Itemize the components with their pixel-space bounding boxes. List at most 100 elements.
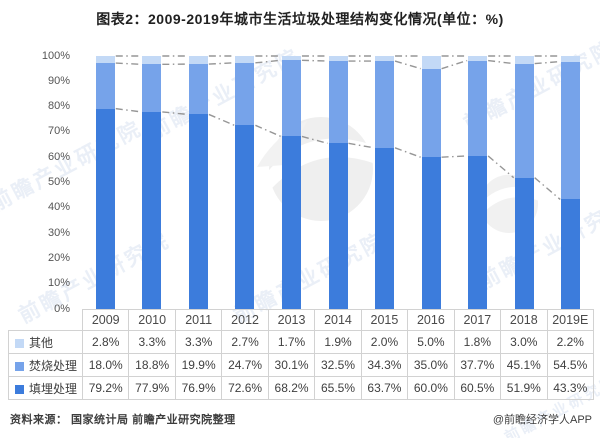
data-table: 2009 2010 2011 2012 2013 2014 2015 2016 2017 2018…: [8, 309, 595, 400]
legend-label: 焚烧处理: [29, 358, 78, 373]
legend-label: 填埋处理: [29, 381, 78, 396]
legend-cell: 其他: [8, 330, 83, 354]
table-year-header-cell: 2012: [221, 309, 269, 331]
table-value-cell: 19.9%: [174, 353, 223, 377]
legend-swatch-icon: [15, 384, 24, 394]
bar-segment-0: [514, 177, 534, 309]
bar-segment-2: [235, 56, 255, 63]
bar-segment-2: [328, 56, 348, 62]
series-line: [115, 62, 142, 66]
bar-segment-2: [421, 56, 441, 69]
series-line: [208, 62, 235, 65]
bar-segment-0: [281, 136, 301, 309]
bar-segment-0: [328, 143, 348, 309]
table-value-cell: 2.0%: [360, 330, 409, 354]
y-axis-tick-label: 100%: [41, 49, 70, 62]
table-value-cell: 32.5%: [314, 353, 362, 377]
bar-segment-0: [95, 108, 115, 309]
legend-label: 其他: [29, 335, 54, 350]
series-line: [162, 111, 188, 116]
table-value-cell: 51.9%: [500, 376, 548, 400]
table-year-header-cell: 2015: [360, 309, 409, 331]
bar-segment-0: [561, 199, 581, 309]
bar-segment-1: [375, 61, 395, 148]
series-line: [348, 142, 375, 149]
table-value-cell: 1.9%: [314, 330, 362, 354]
bar-segment-1: [142, 64, 162, 112]
table-value-cell: 43.3%: [546, 376, 595, 400]
table-value-cell: 30.1%: [267, 353, 316, 377]
table-value-cell: 3.0%: [500, 330, 548, 354]
legend-swatch-icon: [15, 361, 24, 371]
series-line: [441, 155, 468, 158]
y-axis-tick-label: 20%: [47, 251, 70, 264]
series-line: [208, 113, 235, 126]
table-year-header-cell: 2011: [174, 309, 223, 331]
bar-segment-2: [561, 56, 581, 62]
series-line: [394, 60, 421, 70]
bar-segment-1: [468, 60, 488, 156]
bar-segment-0: [188, 114, 208, 309]
bar-segment-2: [142, 56, 162, 65]
table-row: 填埋处理 79.2% 77.9% 76.9% 72.6% 68.2% 65.5% 63.7% 6…: [8, 376, 595, 400]
table-value-cell: 72.6%: [221, 376, 269, 400]
table-year-header-cell: 2019E: [546, 309, 595, 331]
y-axis-tick-label: 50%: [47, 176, 70, 188]
bar-segment-1: [328, 61, 348, 144]
series-line: [487, 155, 515, 179]
bar-segment-1: [561, 61, 581, 200]
bar-segment-0: [375, 147, 395, 309]
table-year-header-cell: 2017: [453, 309, 502, 331]
table-value-cell: 2.2%: [546, 330, 595, 354]
table-year-header-cell: 2010: [128, 309, 176, 331]
bar-segment-2: [375, 56, 395, 62]
series-line: [301, 135, 328, 144]
bar-segment-0: [421, 157, 441, 309]
table-value-cell: 1.7%: [267, 330, 316, 354]
y-axis-tick-label: 80%: [47, 100, 70, 113]
bar-segment-0: [235, 125, 255, 309]
table-value-cell: 45.1%: [500, 353, 548, 377]
series-line: [534, 60, 561, 65]
table-value-cell: 63.7%: [360, 376, 409, 400]
table-row: 焚烧处理 18.0% 18.8% 19.9% 24.7% 30.1% 32.5% 34.3% 3…: [8, 353, 595, 377]
series-line: [255, 124, 282, 138]
table-value-cell: 76.9%: [174, 376, 223, 400]
y-axis-tick-label: 40%: [47, 201, 70, 214]
bar-segment-2: [514, 56, 534, 64]
y-axis-tick-label: 30%: [47, 226, 70, 239]
series-line: [441, 59, 468, 70]
table-value-cell: 60.0%: [407, 376, 455, 400]
table-value-cell: 37.7%: [453, 353, 502, 377]
bar-segment-1: [95, 63, 115, 109]
bar-segment-1: [514, 63, 534, 178]
table-year-header-cell: 2014: [314, 309, 362, 331]
table-value-cell: 2.8%: [81, 330, 130, 354]
table-value-cell: 35.0%: [407, 353, 455, 377]
chart-title: 图表2：2009-2019年城市生活垃圾处理结构变化情况(单位：%): [96, 11, 504, 27]
series-line: [488, 59, 514, 65]
table-value-cell: 68.2%: [267, 376, 316, 400]
series-line: [534, 177, 561, 200]
series-line: [301, 59, 328, 62]
footer-credit: @前瞻经济学人APP: [492, 414, 592, 426]
table-value-cell: 65.5%: [314, 376, 362, 400]
series-line: [115, 107, 142, 113]
table-year-header-cell: 2013: [267, 309, 316, 331]
series-line: [394, 147, 421, 158]
table-value-cell: 34.3%: [360, 353, 409, 377]
legend-cell: 焚烧处理: [8, 353, 83, 377]
bar-segment-1: [281, 60, 301, 137]
footer: 资料来源： 国家统计局 前瞻产业研究院整理 @前瞻经济学人APP: [10, 411, 592, 427]
bar-segment-0: [142, 111, 162, 309]
table-value-cell: 3.3%: [174, 330, 223, 354]
bar-segment-2: [95, 56, 115, 64]
y-axis-tick-label: 70%: [47, 125, 70, 138]
series-line: [255, 59, 282, 64]
table-value-cell: 5.0%: [407, 330, 455, 354]
bar-segment-2: [281, 56, 301, 61]
y-axis-tick-label: 90%: [47, 74, 70, 87]
table-value-cell: 24.7%: [221, 353, 269, 377]
